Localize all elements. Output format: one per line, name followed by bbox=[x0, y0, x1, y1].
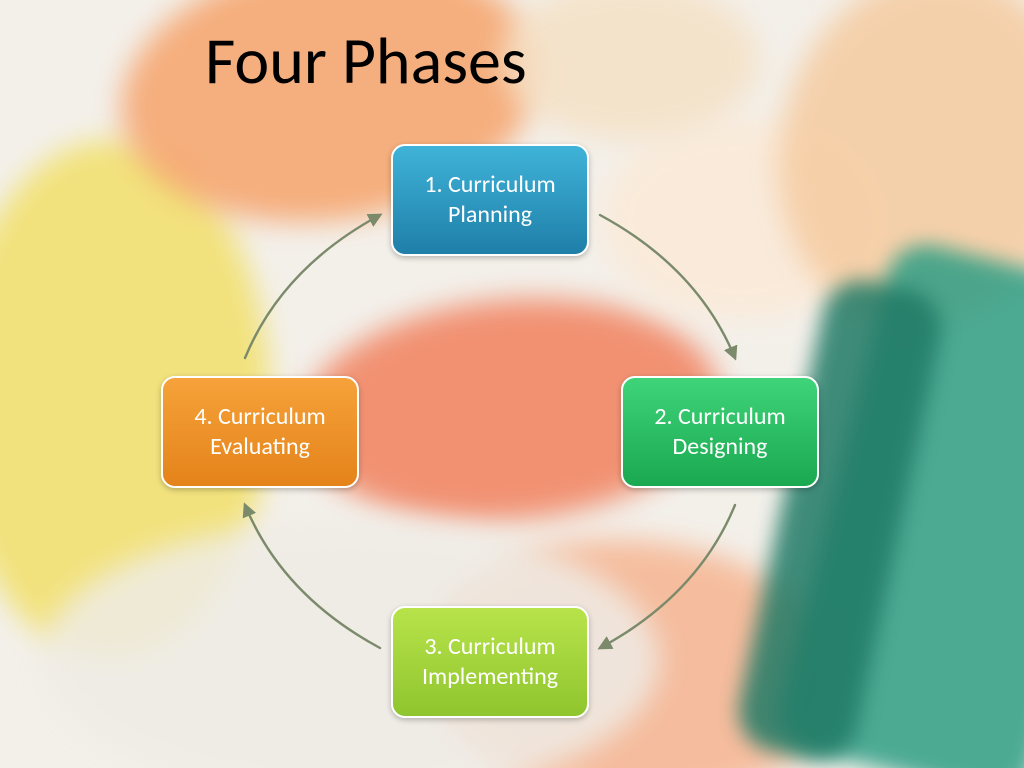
slide-canvas: Four Phases 1. Curriculum Planning 2. Cu… bbox=[0, 0, 1024, 768]
phase-node-4-line1: 4. Curriculum bbox=[194, 402, 325, 431]
phase-node-1-label: 1. Curriculum Planning bbox=[424, 170, 555, 230]
phase-node-4: 4. Curriculum Evaluating bbox=[161, 376, 359, 488]
phase-node-1-line1: 1. Curriculum bbox=[424, 170, 555, 199]
phase-node-3-line2: Implementing bbox=[422, 662, 558, 691]
phase-node-2-line1: 2. Curriculum bbox=[654, 402, 785, 431]
phase-node-2-label: 2. Curriculum Designing bbox=[654, 402, 785, 462]
phase-node-1: 1. Curriculum Planning bbox=[391, 144, 589, 256]
phase-node-1-line2: Planning bbox=[448, 200, 532, 229]
phase-node-2: 2. Curriculum Designing bbox=[621, 376, 819, 488]
phase-node-4-line2: Evaluating bbox=[210, 432, 310, 461]
phase-node-3-label: 3. Curriculum Implementing bbox=[422, 632, 558, 692]
phase-node-3: 3. Curriculum Implementing bbox=[391, 606, 589, 718]
phase-node-4-label: 4. Curriculum Evaluating bbox=[194, 402, 325, 462]
phase-node-3-line1: 3. Curriculum bbox=[424, 632, 555, 661]
slide-title: Four Phases bbox=[205, 20, 527, 101]
phase-node-2-line2: Designing bbox=[673, 432, 768, 461]
